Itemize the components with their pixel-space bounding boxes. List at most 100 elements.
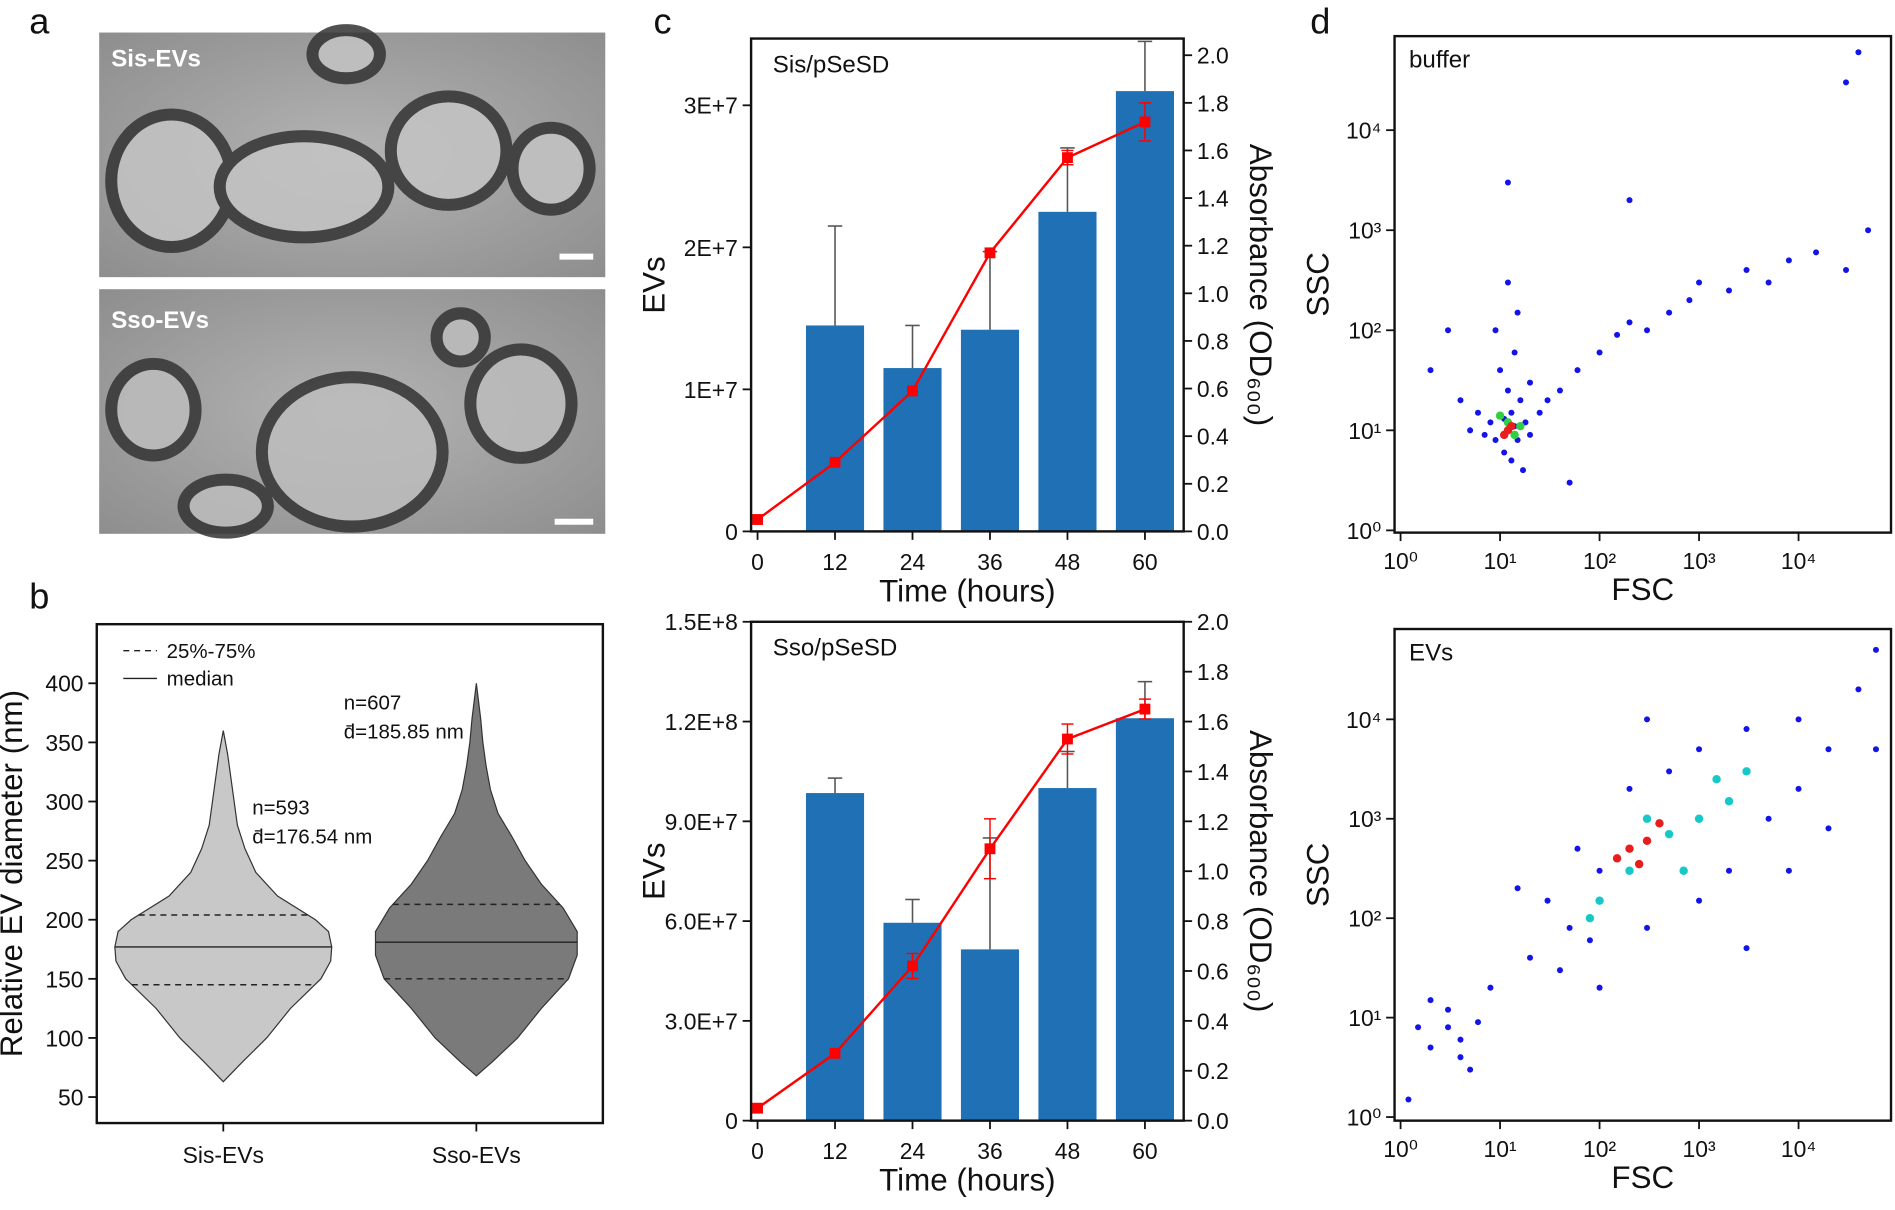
plot-frame bbox=[749, 37, 1185, 533]
scatter-point bbox=[1481, 431, 1488, 438]
panel-label: a bbox=[29, 1, 50, 42]
scatter-point bbox=[1795, 716, 1802, 723]
y-tick-label: 350 bbox=[45, 730, 83, 756]
y-tick-label: 1.2E+8 bbox=[665, 709, 738, 735]
x-tick-label: 0 bbox=[751, 549, 764, 575]
plot-frame bbox=[95, 622, 605, 1125]
y-tick-label: 1.8 bbox=[1197, 659, 1229, 685]
scatter-point bbox=[1495, 411, 1505, 420]
x-axis-label: Time (hours) bbox=[879, 1163, 1055, 1198]
bar bbox=[805, 325, 865, 532]
scatter-point bbox=[1626, 319, 1633, 326]
y-axis-label: EVs bbox=[636, 256, 671, 313]
scatter-point bbox=[1585, 913, 1595, 923]
y-tick-label: 0.2 bbox=[1197, 1058, 1229, 1084]
micrograph: Sso-EVs bbox=[99, 289, 606, 539]
y-tick-label: 100 bbox=[45, 1025, 83, 1051]
x-tick-label: 10⁰ bbox=[1383, 1136, 1418, 1162]
x-tick-label: 10¹ bbox=[1484, 548, 1517, 574]
x-tick-label: 48 bbox=[1055, 549, 1080, 575]
scatter-point bbox=[1457, 1054, 1464, 1061]
y-tick-label: 1.2 bbox=[1197, 233, 1229, 259]
y2-axis-label: Absorbance (OD₆₀₀) bbox=[1243, 144, 1278, 426]
panel-label: b bbox=[29, 576, 49, 617]
scatter-point bbox=[1696, 746, 1703, 753]
y-tick-label: 9.0E+7 bbox=[665, 809, 738, 835]
scatter-point bbox=[1457, 1036, 1464, 1043]
line-marker bbox=[752, 514, 763, 525]
bar bbox=[1115, 718, 1174, 1121]
scatter-point bbox=[1566, 924, 1573, 931]
y-axis-label: EVs bbox=[636, 842, 671, 899]
y-tick-label: 0 bbox=[725, 1108, 738, 1134]
annotation: d̄=185.85 nm bbox=[344, 721, 464, 744]
scatter-point bbox=[1825, 825, 1832, 832]
scatter-point bbox=[1696, 897, 1703, 904]
y2-axis-label: Absorbance (OD₆₀₀) bbox=[1243, 730, 1278, 1012]
scatter-point bbox=[1511, 349, 1518, 356]
scatter-point bbox=[1522, 419, 1529, 426]
scatter-point bbox=[1501, 449, 1508, 456]
y-tick-label: 2.0 bbox=[1197, 609, 1229, 635]
bar bbox=[1038, 788, 1097, 1121]
annotation: d̄=176.54 nm bbox=[252, 825, 372, 848]
scatter-point bbox=[1586, 937, 1593, 944]
scatter-point bbox=[1514, 309, 1521, 316]
scatter-point bbox=[1596, 984, 1603, 991]
violin bbox=[374, 683, 578, 1077]
scatter-point bbox=[1666, 768, 1673, 775]
scatter-point bbox=[1497, 367, 1504, 374]
line-marker bbox=[1062, 733, 1073, 745]
scatter-point bbox=[1843, 267, 1850, 274]
scatter-point bbox=[1642, 814, 1652, 823]
scatter-point bbox=[1644, 716, 1651, 723]
scatter-point bbox=[1664, 829, 1674, 839]
y-tick-label: 3E+7 bbox=[684, 93, 738, 119]
scatter-point bbox=[1743, 725, 1750, 732]
scatter-point bbox=[1644, 327, 1651, 334]
scatter-point bbox=[1865, 227, 1872, 234]
scatter-point bbox=[1612, 854, 1622, 863]
y-tick-label: 1.4 bbox=[1197, 759, 1229, 785]
x-tick-label: Sso-EVs bbox=[432, 1142, 521, 1168]
scatter-point bbox=[1742, 767, 1751, 776]
scatter-point bbox=[1510, 430, 1519, 440]
scatter-point bbox=[1725, 867, 1733, 874]
scatter-point bbox=[1625, 844, 1634, 853]
scatter-point bbox=[1626, 785, 1633, 792]
y-tick-label: 1.4 bbox=[1197, 186, 1229, 212]
y-tick-label: 400 bbox=[45, 671, 83, 697]
y-tick-label: 3.0E+7 bbox=[665, 1008, 738, 1034]
y-axis-label: SSC bbox=[1300, 252, 1335, 316]
y-tick-label: 0.6 bbox=[1197, 376, 1229, 402]
y-tick-label: 1E+7 bbox=[684, 377, 738, 403]
scatter-point bbox=[1795, 785, 1802, 792]
x-axis-label: Time (hours) bbox=[879, 573, 1055, 608]
bar bbox=[960, 949, 1020, 1121]
scatter-point bbox=[1507, 421, 1516, 431]
line bbox=[756, 120, 1146, 521]
legend-label: 25%-75% bbox=[167, 640, 256, 663]
scatter-point bbox=[1813, 249, 1820, 256]
bar bbox=[883, 922, 942, 1121]
x-tick-label: 24 bbox=[900, 549, 926, 575]
y-tick-label: 0.6 bbox=[1197, 958, 1229, 984]
scatter-point bbox=[1574, 845, 1581, 852]
chart-title: Sso/pSeSD bbox=[773, 635, 898, 662]
scatter-point bbox=[1614, 331, 1621, 338]
scatter-point bbox=[1765, 815, 1772, 822]
y-tick-label: 1.6 bbox=[1197, 138, 1229, 164]
scatter-point bbox=[1785, 257, 1792, 264]
scatter-point bbox=[1634, 859, 1644, 869]
x-tick-label: 10⁴ bbox=[1781, 1136, 1816, 1162]
scatter-point bbox=[1427, 367, 1434, 374]
x-tick-label: 48 bbox=[1055, 1138, 1080, 1164]
scatter-point bbox=[1843, 79, 1850, 86]
line bbox=[756, 708, 1146, 1110]
scatter-point bbox=[1427, 1044, 1434, 1051]
x-tick-label: 36 bbox=[977, 549, 1002, 575]
scatter-point bbox=[1457, 397, 1464, 404]
plot-frame bbox=[1393, 34, 1893, 534]
y-tick-label: 10⁴ bbox=[1346, 707, 1381, 733]
